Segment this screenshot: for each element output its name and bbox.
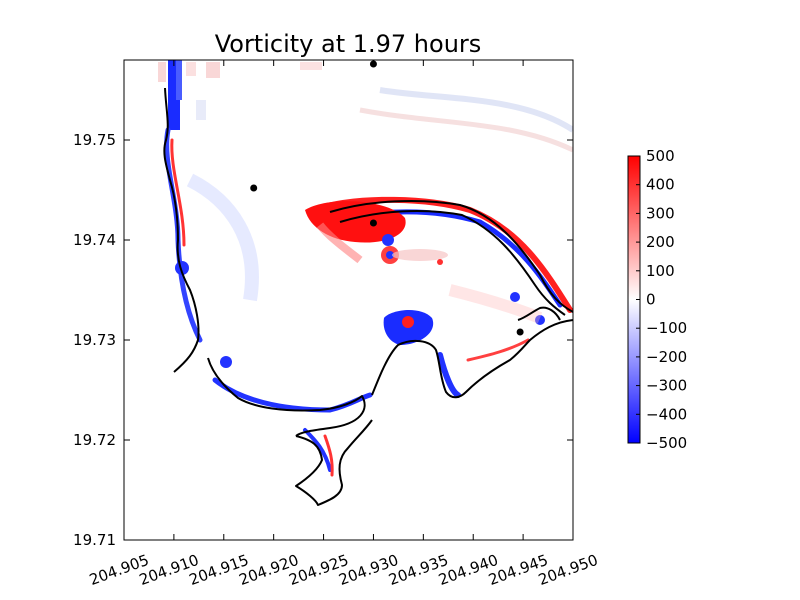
colorbar-tick-label: 100 — [646, 262, 675, 280]
colorbar-tick-label: −400 — [646, 405, 687, 423]
y-axis: 19.71 19.72 19.73 19.74 19.75 — [73, 131, 573, 549]
gauge-points — [250, 60, 524, 336]
colorbar-tick-label: −300 — [646, 377, 687, 395]
y-tick-label: 19.74 — [73, 231, 116, 249]
colorbar-tick-label: −100 — [646, 319, 687, 337]
gauge-point — [369, 219, 377, 227]
colorbar-tick-label: 200 — [646, 233, 675, 251]
colorbar-tick-label: 300 — [646, 204, 675, 222]
boundary-noise — [158, 62, 573, 153]
gauge-point — [516, 328, 524, 336]
y-tick-label: 19.72 — [73, 431, 116, 449]
colorbar-ticks: 500 400 300 200 100 0 −100 −200 −300 −400 −500 — [636, 147, 687, 452]
colorbar-tick-label: 0 — [646, 291, 656, 309]
blue-eddies — [175, 259, 545, 368]
y-tick-label: 19.75 — [73, 131, 116, 149]
colorbar-tick-label: −200 — [646, 348, 687, 366]
chart-title: Vorticity at 1.97 hours — [215, 30, 482, 58]
axes-frame — [123, 59, 574, 541]
y-tick-label: 19.73 — [73, 331, 116, 349]
coastline — [163, 87, 573, 506]
colorbar: 500 400 300 200 100 0 −100 −200 −300 −400 −500 — [627, 147, 687, 452]
colorbar-tick-label: 500 — [646, 147, 675, 165]
interior-tints — [186, 173, 543, 324]
colorbar-tick-label: −500 — [646, 434, 687, 452]
heatmap-area — [124, 60, 573, 540]
west-blue-strip — [168, 60, 182, 130]
red-eddy — [305, 201, 448, 264]
gauge-point — [250, 184, 258, 192]
colorbar-tick-label: 400 — [646, 176, 675, 194]
y-tick-label: 19.71 — [73, 531, 116, 549]
